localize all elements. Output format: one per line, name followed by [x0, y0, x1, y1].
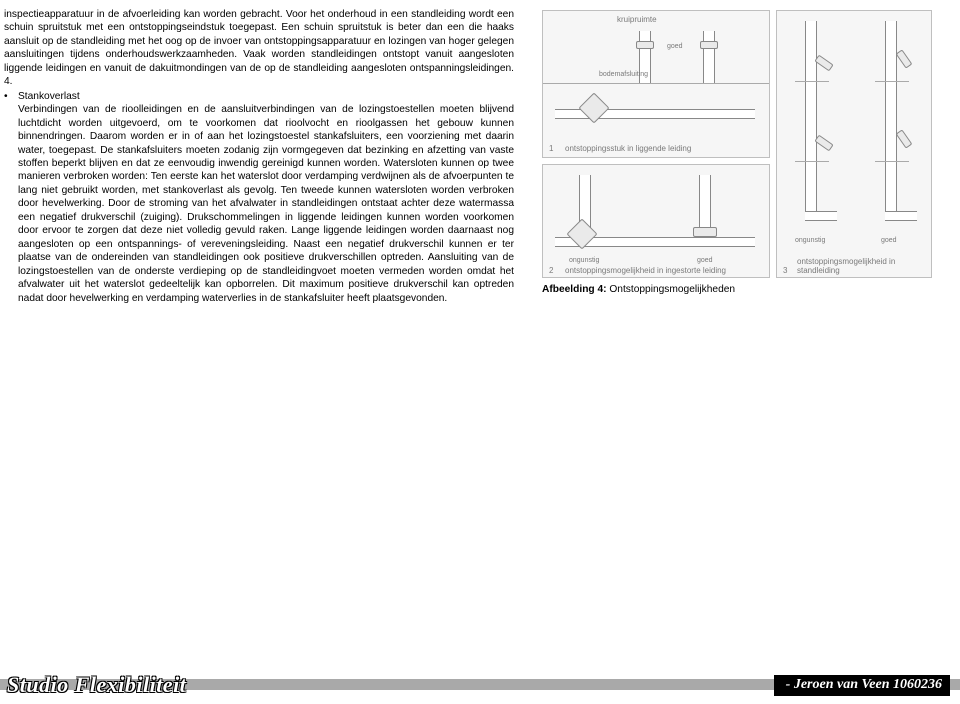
label-goed-1: goed [667, 43, 683, 50]
panel1-caption: ontstoppingsstuk in liggende leiding [565, 144, 691, 153]
figure-caption-rest: Ontstoppingsmogelijkheden [607, 284, 736, 295]
label-goed-3: goed [881, 237, 897, 244]
paragraph-intro: inspectieapparatuur in de afvoerleiding … [4, 8, 514, 89]
page-footer: Studio Flexibiliteit - Jeroen van Veen 1… [0, 664, 960, 704]
text-column: inspectieapparatuur in de afvoerleiding … [4, 8, 514, 305]
panel2-caption: ontstoppingsmogelijkheid in ingestorte l… [565, 266, 726, 275]
panel2-num: 2 [549, 266, 553, 275]
figure-caption-bold: Afbeelding 4: [542, 284, 607, 295]
label-goed-2: goed [697, 257, 713, 264]
figure-caption: Afbeelding 4: Ontstoppingsmogelijkheden [542, 284, 932, 295]
label-bodemafsluiting: bodemafsluiting [599, 71, 648, 78]
label-ongunstig-2: ongunstig [569, 257, 599, 264]
panel3-num: 3 [783, 266, 787, 275]
bullet-label: Stankoverlast [18, 90, 80, 103]
label-ongunstig-3: ongunstig [795, 237, 825, 244]
footer-title: Studio Flexibiliteit [4, 672, 189, 698]
figure-diagram: kruipruimte goed bodemafsluiting 1 ontst… [542, 10, 932, 278]
bullet-stankoverlast: • Stankoverlast [4, 90, 514, 103]
footer-author: - Jeroen van Veen 1060236 [774, 675, 950, 696]
panel3-caption: ontstoppingsmogelijkheid in standleiding [797, 257, 927, 275]
panel-1: kruipruimte goed bodemafsluiting 1 ontst… [542, 10, 770, 158]
bullet-marker: • [4, 90, 18, 103]
bullet-body: Verbindingen van de rioolleidingen en de… [18, 103, 514, 305]
figure-column: kruipruimte goed bodemafsluiting 1 ontst… [542, 8, 932, 305]
panel-2: ongunstig goed 2 ontstoppingsmogelijkhei… [542, 164, 770, 278]
label-kruipruimte: kruipruimte [617, 15, 657, 24]
panel-3: ongunstig goed 3 ontstoppingsmogelijkhei… [776, 10, 932, 278]
panel1-num: 1 [549, 144, 553, 153]
